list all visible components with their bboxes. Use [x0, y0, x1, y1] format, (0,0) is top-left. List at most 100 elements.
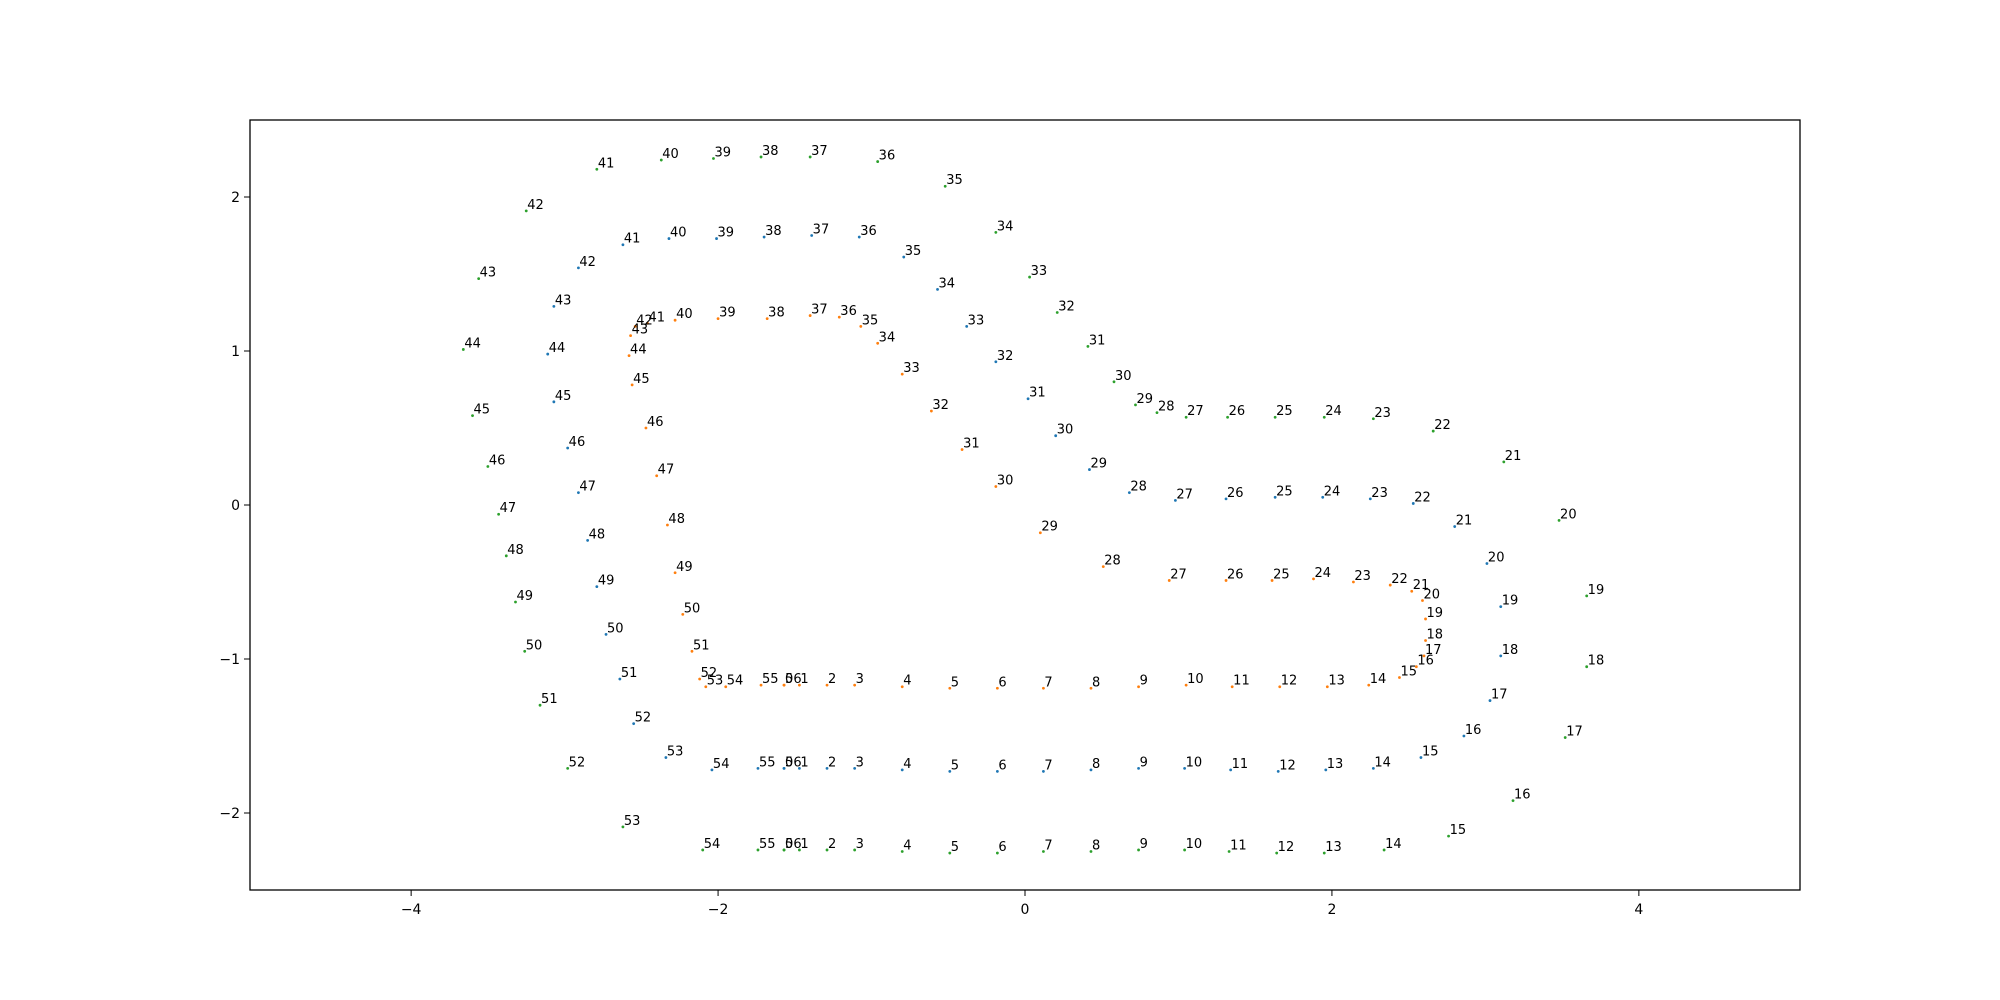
data-point [900, 685, 904, 689]
y-tick-label: 2 [231, 190, 240, 206]
data-point [1270, 579, 1274, 582]
data-point [765, 317, 769, 321]
data-point [632, 722, 636, 726]
data-point [1462, 734, 1466, 738]
point-label: 7 [1044, 758, 1052, 773]
point-label: 16 [1514, 788, 1531, 803]
y-tick-label: −1 [219, 652, 240, 668]
point-label: 19 [1502, 594, 1519, 609]
point-label: 39 [718, 226, 735, 241]
point-label: 23 [1354, 569, 1371, 584]
point-label: 41 [598, 156, 615, 171]
data-point [627, 354, 631, 358]
data-point [1424, 639, 1427, 642]
point-label: 0 [785, 755, 793, 770]
point-label: 31 [1089, 333, 1106, 348]
data-point [948, 686, 952, 690]
data-point [621, 243, 625, 247]
point-label: 7 [1044, 675, 1052, 690]
data-point [1089, 768, 1093, 772]
point-label: 41 [624, 232, 641, 247]
data-point [1321, 495, 1325, 499]
data-point [1499, 605, 1503, 609]
data-point [618, 677, 622, 681]
point-label: 7 [1044, 839, 1052, 854]
point-label: 25 [1276, 404, 1293, 419]
y-tick-label: 1 [231, 344, 240, 360]
data-point [552, 304, 556, 308]
point-label: 19 [1588, 583, 1605, 598]
data-point [1273, 495, 1277, 499]
data-point [1112, 380, 1116, 384]
data-point [1230, 685, 1234, 689]
data-point [1511, 799, 1515, 803]
data-point [710, 768, 714, 772]
data-point [1453, 525, 1457, 528]
point-label: 33 [968, 313, 985, 328]
point-label: 50 [607, 621, 624, 636]
data-point [673, 318, 677, 322]
point-label: 26 [1229, 404, 1246, 419]
point-label: 5 [951, 840, 959, 855]
point-label: 32 [997, 349, 1014, 364]
data-point [712, 157, 715, 160]
data-point [471, 414, 474, 418]
data-point [552, 400, 556, 404]
point-label: 18 [1427, 628, 1444, 643]
x-tick-label: −4 [401, 902, 422, 918]
data-point [1183, 766, 1187, 770]
point-label: 35 [862, 313, 879, 328]
data-point [715, 237, 718, 240]
data-point [1184, 415, 1188, 419]
data-point [716, 317, 720, 321]
data-point [698, 677, 702, 681]
data-point [690, 649, 694, 653]
point-label: 50 [526, 638, 543, 653]
point-label: 39 [719, 306, 736, 321]
point-label: 51 [693, 638, 710, 653]
data-point [1042, 686, 1045, 690]
data-point [1137, 685, 1140, 689]
point-label: 40 [662, 147, 679, 162]
data-point [667, 237, 671, 240]
point-label: 25 [1276, 484, 1293, 499]
data-point [1563, 736, 1567, 739]
y-tick-label: −2 [219, 806, 240, 822]
data-point [523, 649, 527, 653]
data-point [1367, 683, 1371, 687]
data-point [995, 686, 999, 690]
point-label: 44 [549, 341, 566, 356]
point-label: 13 [1327, 757, 1344, 772]
point-label: 31 [1029, 386, 1046, 401]
point-label: 24 [1325, 404, 1342, 419]
data-point [1127, 491, 1131, 495]
data-point [659, 158, 663, 162]
point-label: 40 [676, 307, 693, 322]
point-label: 31 [963, 437, 980, 452]
point-label: 30 [997, 474, 1014, 489]
data-point [566, 446, 570, 450]
point-label: 0 [785, 837, 793, 852]
point-label: 49 [516, 589, 533, 604]
data-point [900, 850, 904, 853]
point-label: 20 [1423, 587, 1440, 602]
point-label: 4 [903, 674, 911, 689]
data-point [810, 234, 814, 237]
point-label: 24 [1315, 566, 1332, 581]
data-point [630, 383, 634, 387]
point-label: 37 [811, 144, 828, 159]
point-label: 43 [632, 323, 649, 338]
data-point [900, 768, 904, 772]
y-tick-label: 0 [231, 498, 240, 514]
point-label: 6 [998, 840, 1006, 855]
point-label: 22 [1434, 418, 1451, 433]
data-point [1499, 654, 1503, 658]
data-point [1410, 589, 1414, 593]
data-point [1398, 676, 1401, 679]
data-point [1089, 850, 1093, 853]
point-label: 22 [1391, 572, 1408, 587]
data-point [825, 848, 829, 852]
data-point [929, 409, 933, 413]
